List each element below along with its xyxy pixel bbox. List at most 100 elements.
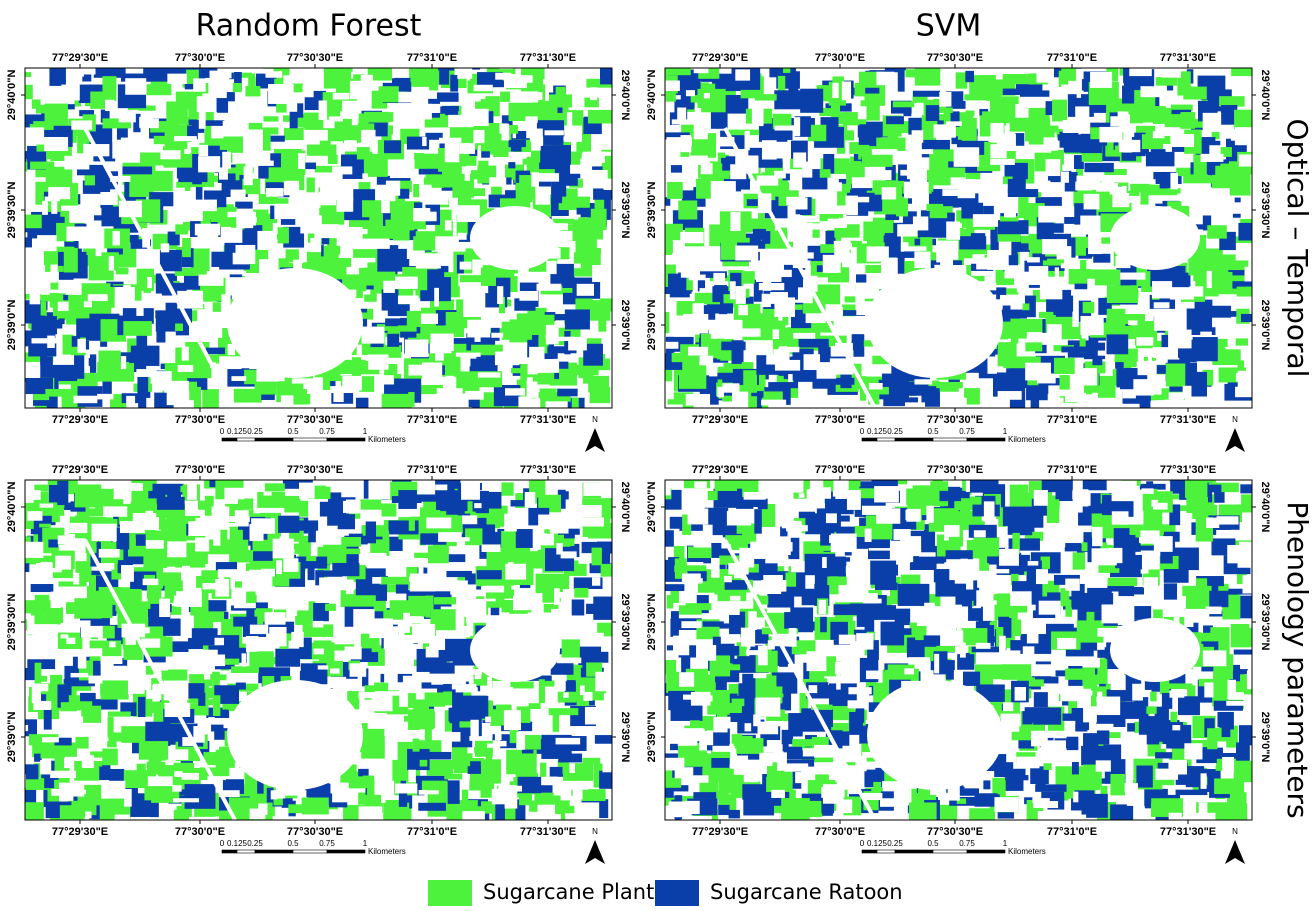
non-crop-patch <box>408 770 415 783</box>
field-patch <box>1186 497 1208 513</box>
field-patch <box>849 712 863 735</box>
scale-bar-label: 0.75 <box>959 839 975 848</box>
field-patch <box>128 363 134 382</box>
non-crop-patch <box>421 117 425 128</box>
field-patch <box>572 397 579 411</box>
field-patch <box>994 762 1013 777</box>
non-crop-patch <box>437 388 463 396</box>
non-crop-patch <box>569 764 575 773</box>
non-crop-patch <box>1032 366 1049 374</box>
longitude-label: 77°31'0"E <box>1047 826 1097 838</box>
field-patch <box>668 691 695 710</box>
field-patch <box>450 75 458 92</box>
field-patch <box>732 734 743 744</box>
field-patch <box>501 531 516 550</box>
non-crop-patch <box>319 192 336 206</box>
field-patch <box>1158 722 1183 742</box>
non-crop-patch <box>333 386 343 402</box>
field-patch <box>415 154 440 169</box>
field-patch <box>508 162 515 168</box>
classified-map <box>655 470 1270 833</box>
non-crop-patch <box>1169 690 1184 697</box>
field-patch <box>1196 578 1207 590</box>
field-patch <box>886 116 904 124</box>
non-crop-patch <box>1161 744 1166 749</box>
field-patch <box>1162 683 1193 689</box>
non-crop-patch <box>761 400 786 406</box>
non-crop-patch <box>368 480 390 499</box>
field-patch <box>1125 806 1133 830</box>
longitude-label: 77°30'30"E <box>287 826 343 838</box>
non-crop-patch <box>1235 127 1258 145</box>
non-crop-patch <box>990 123 1003 143</box>
row-label: Optical – Temporal <box>1281 119 1312 378</box>
non-crop-patch <box>848 700 865 708</box>
non-crop-patch <box>604 285 628 293</box>
non-crop-patch <box>378 626 402 632</box>
scale-bar-label: 0.125 <box>227 839 248 848</box>
field-patch <box>19 600 51 613</box>
field-patch <box>743 801 773 814</box>
field-patch <box>229 550 253 562</box>
scale-bar-label: 0 <box>860 427 865 436</box>
non-crop-patch <box>474 85 493 91</box>
field-patch <box>556 87 566 103</box>
field-patch <box>434 597 456 604</box>
longitude-label: 77°30'0"E <box>815 826 865 838</box>
field-patch <box>743 370 757 393</box>
non-crop-patch <box>980 380 991 385</box>
non-crop-patch <box>199 145 209 156</box>
field-patch <box>1231 624 1250 647</box>
field-patch <box>863 222 882 241</box>
field-patch <box>1223 59 1230 66</box>
non-crop-patch <box>839 635 856 645</box>
non-crop-patch <box>826 307 843 315</box>
non-crop-patch <box>536 173 559 181</box>
field-patch <box>182 238 191 257</box>
non-crop-patch <box>320 184 343 193</box>
field-patch <box>185 784 216 809</box>
field-patch <box>592 248 601 254</box>
non-crop-patch <box>679 672 694 687</box>
scale-bar-segment <box>877 438 895 441</box>
non-crop-patch <box>839 218 847 227</box>
non-crop-patch <box>1061 172 1069 183</box>
non-crop-patch <box>482 544 501 552</box>
non-crop-patch <box>219 576 225 595</box>
non-crop-patch <box>987 356 997 373</box>
non-crop-patch <box>831 533 857 552</box>
non-crop-patch <box>833 475 848 492</box>
non-crop-patch <box>1084 194 1100 210</box>
non-crop-patch <box>525 492 536 508</box>
field-patch <box>543 680 554 686</box>
non-crop-patch <box>121 565 134 582</box>
scale-bar-segment <box>327 438 365 441</box>
field-patch <box>792 739 813 747</box>
latitude-label: 29°39'0"N <box>6 300 18 351</box>
non-crop-patch <box>681 728 704 741</box>
field-patch <box>1003 618 1011 638</box>
non-crop-patch <box>1092 527 1103 546</box>
map-panel: 77°29'30"E77°29'30"E77°30'0"E77°30'0"E77… <box>6 464 631 864</box>
field-patch <box>49 485 66 502</box>
non-crop-patch <box>914 252 930 268</box>
scale-bar-segment <box>933 850 967 853</box>
non-crop-patch <box>806 313 826 323</box>
non-crop-patch <box>30 291 41 305</box>
field-patch <box>1087 271 1106 277</box>
field-patch <box>1081 777 1097 783</box>
non-crop-patch <box>1226 196 1235 212</box>
non-crop-patch <box>686 394 710 406</box>
longitude-label: 77°30'0"E <box>175 464 225 476</box>
non-crop-patch <box>359 709 370 721</box>
field-patch <box>332 563 359 576</box>
field-patch <box>147 584 161 599</box>
non-crop-patch <box>1023 646 1035 660</box>
non-crop-patch <box>323 120 334 129</box>
field-patch <box>17 162 27 172</box>
non-crop-patch <box>451 732 461 742</box>
longitude-label: 77°30'0"E <box>815 52 865 64</box>
map-panel: 77°29'30"E77°29'30"E77°30'0"E77°30'0"E77… <box>6 52 634 452</box>
field-patch <box>384 384 408 393</box>
non-crop-patch <box>201 650 217 662</box>
